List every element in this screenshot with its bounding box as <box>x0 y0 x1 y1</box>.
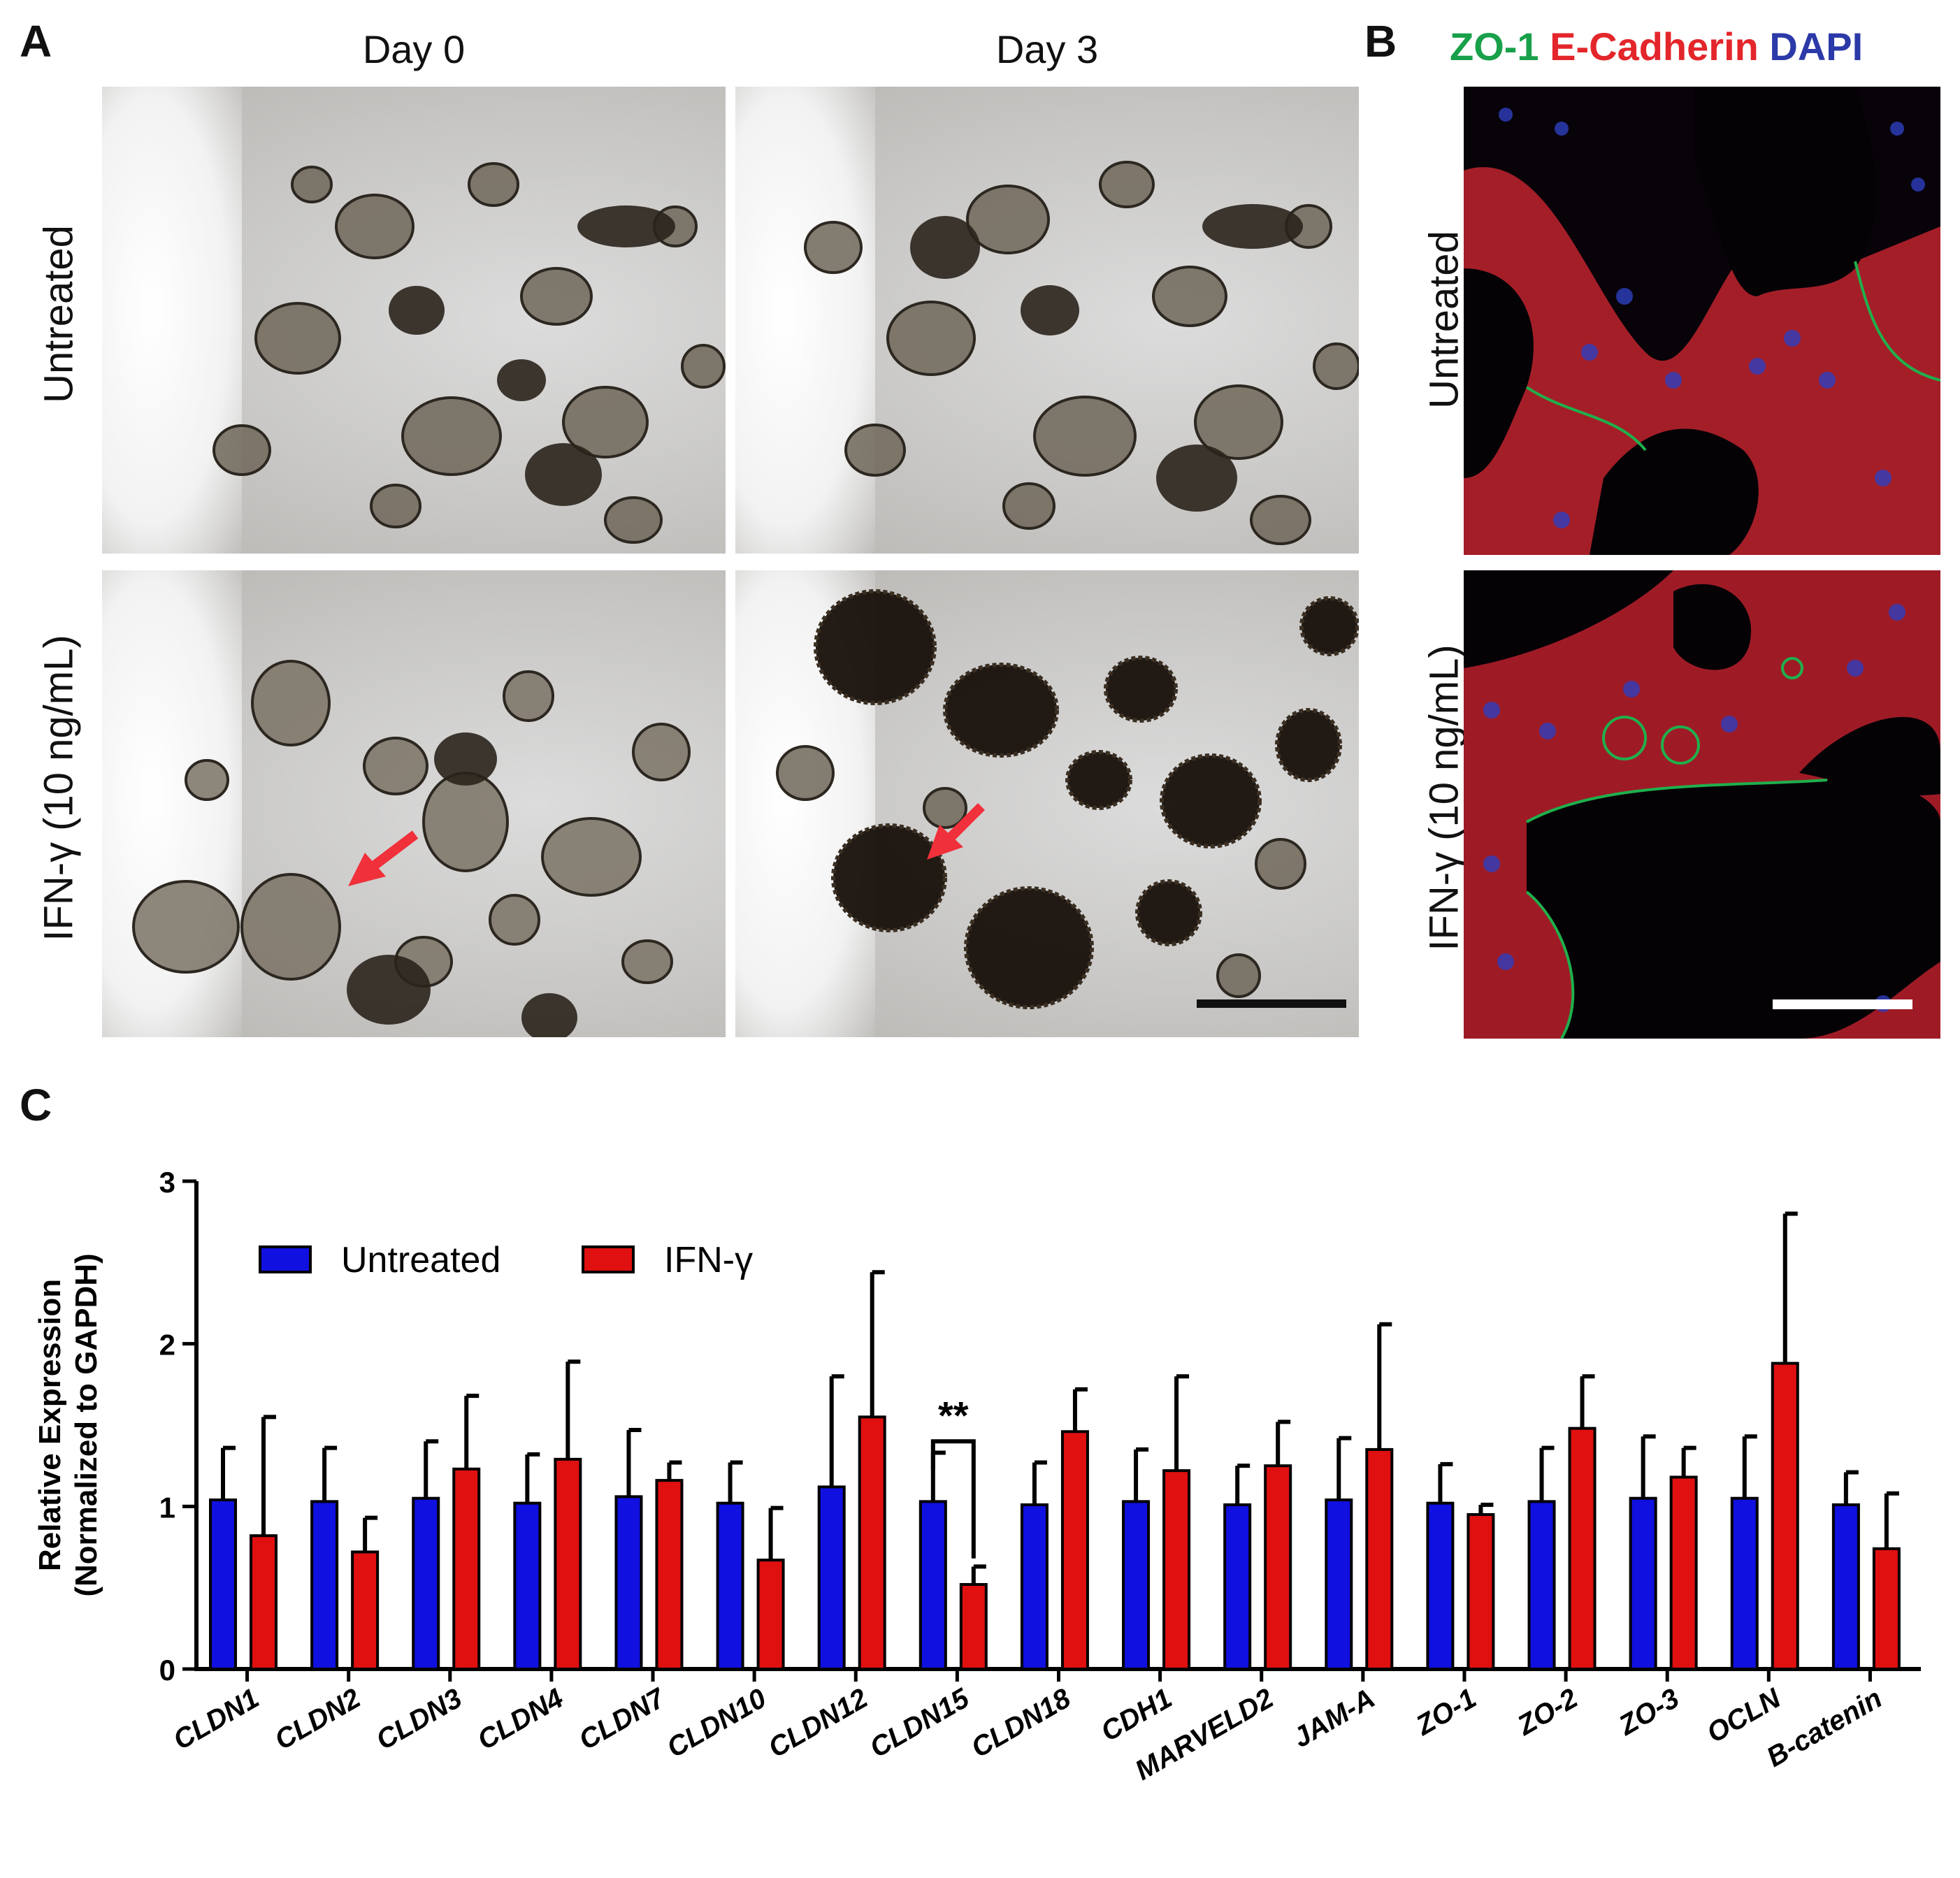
significance-bracket <box>930 1439 976 1559</box>
x-tick-label-CLDN4: CLDN4 <box>473 1683 568 1756</box>
bar-untreated-CLDN18 <box>1020 1503 1049 1670</box>
significance-label: ** <box>938 1393 969 1437</box>
y-tick-label: 1 <box>159 1491 175 1524</box>
bar-untreated-ZO-3 <box>1629 1496 1657 1671</box>
red-arrow-icon <box>348 830 419 886</box>
panel-b-letter: B <box>1364 16 1397 66</box>
x-tick-label-CLDN1: CLDN1 <box>168 1683 264 1756</box>
bar-untreated-CLDN15 <box>918 1500 947 1670</box>
x-tick-label-CLDN12: CLDN12 <box>763 1683 873 1764</box>
bar-untreated-ZO-1 <box>1426 1501 1455 1670</box>
organoid-drawing <box>132 660 691 1037</box>
x-tick-label-CLDN10: CLDN10 <box>662 1683 772 1764</box>
x-tick-label-CDH1: CDH1 <box>1096 1683 1177 1748</box>
y-tick-label: 3 <box>159 1166 175 1199</box>
bar-untreated-CLDN4 <box>513 1501 542 1670</box>
bar-untreated-CLDN1 <box>209 1498 237 1670</box>
x-tick-label-JAM-A: JAM-A <box>1288 1683 1381 1754</box>
x-tick-label-ZO-3: ZO-3 <box>1613 1683 1685 1742</box>
bar-ifn-CLDN1 <box>250 1534 278 1670</box>
panel-b-row-label-ifn: IFN-γ (10 ng/mL) <box>1421 644 1467 951</box>
panel-a-letter: A <box>20 16 52 66</box>
stain-ecadherin-label: E-Cadherin <box>1550 24 1759 68</box>
legend-swatch-untreated <box>259 1245 312 1273</box>
x-tick-label-CLDN2: CLDN2 <box>270 1683 366 1756</box>
y-tick-label: 0 <box>159 1654 175 1686</box>
bar-ifn-MARVELD2 <box>1264 1464 1292 1670</box>
bar-ifn-ZO-2 <box>1568 1426 1597 1670</box>
y-tick-label: 2 <box>159 1329 175 1361</box>
fluorescence-untreated <box>1464 87 1940 555</box>
bar-chart: 0 1 2 3 Relative Expression (Normalized to GA… <box>33 1166 1921 1786</box>
bar-untreated-MARVELD2 <box>1223 1503 1252 1670</box>
scale-bar <box>1197 999 1346 1008</box>
legend-label-untreated: Untreated <box>341 1240 500 1280</box>
panel-c-letter: C <box>20 1080 52 1130</box>
bar-ifn-CLDN12 <box>858 1415 886 1670</box>
bar-untreated-CLDN10 <box>716 1501 744 1670</box>
micrograph-ifn-day0 <box>102 570 726 1037</box>
bar-ifn-CLDN10 <box>756 1559 785 1671</box>
bar-ifn-B-catenin <box>1872 1547 1901 1670</box>
legend-swatch-ifn <box>582 1245 635 1273</box>
bar-ifn-CLDN18 <box>1060 1430 1089 1670</box>
panel-a-row-label-ifn: IFN-γ (10 ng/mL) <box>36 635 82 941</box>
bar-ifn-ZO-3 <box>1669 1475 1698 1670</box>
bar-ifn-JAM-A <box>1365 1447 1394 1670</box>
y-axis-label: Relative Expression <box>33 1279 67 1571</box>
panel-b-row-label-untreated: Untreated <box>1421 231 1467 409</box>
panel-a-column-title-day3: Day 3 <box>995 27 1099 71</box>
micrograph-untreated-day3 <box>735 87 1359 554</box>
bar-untreated-ZO-2 <box>1527 1500 1556 1670</box>
bar-ifn-CLDN3 <box>452 1467 481 1670</box>
organoid-drawing <box>212 162 726 544</box>
bar-ifn-CDH1 <box>1162 1469 1191 1670</box>
bar-untreated-CLDN12 <box>817 1485 846 1670</box>
bar-untreated-CLDN7 <box>614 1495 643 1671</box>
bar-untreated-JAM-A <box>1325 1498 1353 1670</box>
x-tick-label-ZO-1: ZO-1 <box>1411 1683 1482 1742</box>
bar-ifn-CLDN7 <box>655 1479 684 1671</box>
red-arrow-icon <box>927 803 985 860</box>
bar-untreated-OCLN <box>1730 1496 1759 1671</box>
organoid-drawing <box>804 161 1359 545</box>
bar-untreated-CLDN3 <box>412 1496 440 1671</box>
bar-untreated-CLDN2 <box>310 1500 339 1670</box>
panel-a-column-title-day0: Day 0 <box>362 27 466 71</box>
x-tick-label-CLDN15: CLDN15 <box>865 1682 974 1763</box>
x-tick-label-CLDN7: CLDN7 <box>574 1682 671 1756</box>
scale-bar <box>1773 999 1912 1009</box>
x-tick-label-B-catenin: B-catenin <box>1761 1683 1887 1773</box>
fluorescence-ifn <box>1464 570 1940 1039</box>
bar-ifn-CLDN15 <box>959 1583 988 1670</box>
tissue-drawing <box>1464 570 1940 1039</box>
x-tick-label-CLDN3: CLDN3 <box>371 1683 467 1756</box>
x-tick-label-CLDN18: CLDN18 <box>966 1682 1076 1763</box>
stain-dapi-label: DAPI <box>1769 24 1864 68</box>
bar-ifn-CLDN2 <box>351 1550 380 1670</box>
bar-untreated-CDH1 <box>1122 1500 1151 1670</box>
bar-ifn-CLDN4 <box>554 1457 582 1670</box>
y-axis-label: (Normalized to GAPDH) <box>69 1253 103 1596</box>
micrograph-untreated-day0 <box>102 87 726 554</box>
bar-untreated-B-catenin <box>1831 1503 1860 1670</box>
x-tick-label-ZO-2: ZO-2 <box>1512 1683 1583 1742</box>
legend-label-ifn: IFN-γ <box>664 1240 753 1280</box>
stain-legend: ZO-1 E-Cadherin DAPI <box>1450 24 1863 69</box>
panel-a-row-label-untreated: Untreated <box>36 225 82 403</box>
tissue-drawing <box>1464 87 1940 555</box>
bar-ifn-ZO-1 <box>1467 1512 1495 1671</box>
organoid-drawing <box>776 589 1359 1009</box>
micrograph-ifn-day3 <box>735 570 1359 1037</box>
stain-zo1-label: ZO-1 <box>1450 24 1539 68</box>
bar-ifn-OCLN <box>1771 1361 1799 1670</box>
